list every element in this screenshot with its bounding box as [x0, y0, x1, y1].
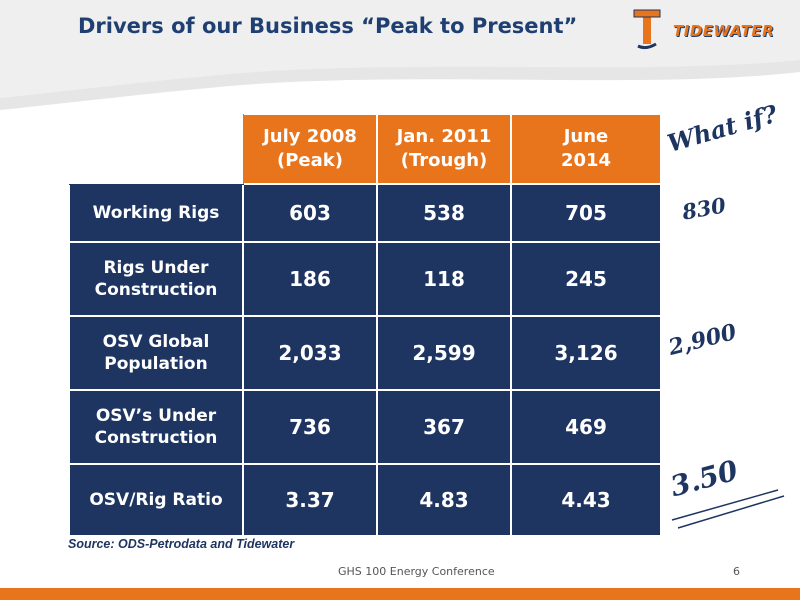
bottom-bar — [0, 588, 800, 600]
row-header: OSV’s Under Construction — [68, 389, 244, 465]
table-cell: 3,126 — [510, 315, 662, 391]
row-header: Rigs Under Construction — [68, 241, 244, 317]
column-header: July 2008 (Peak) — [242, 113, 378, 185]
column-header: Jan. 2011 (Trough) — [376, 113, 512, 185]
row-header: OSV/Rig Ratio — [68, 463, 244, 537]
table-cell: 245 — [510, 241, 662, 317]
row-header: Working Rigs — [68, 183, 244, 243]
table-cell: 603 — [242, 183, 378, 243]
working-rigs-annotation: 830 — [680, 192, 728, 225]
table-row: Working Rigs 603 538 705 — [68, 183, 662, 243]
table-cell: 469 — [510, 389, 662, 465]
page-title: Drivers of our Business “Peak to Present… — [78, 14, 578, 38]
logo-text: TIDEWATER — [673, 22, 775, 40]
source-note: Source: ODS-Petrodata and Tidewater — [68, 537, 295, 551]
tidewater-logo — [633, 9, 661, 50]
data-table: July 2008 (Peak) Jan. 2011 (Trough) June… — [68, 113, 662, 537]
table-corner — [69, 114, 243, 184]
table-cell: 186 — [242, 241, 378, 317]
table-cell: 367 — [376, 389, 512, 465]
table-cell: 2,033 — [242, 315, 378, 391]
table-row: Rigs Under Construction 186 118 245 — [68, 241, 662, 317]
table-cell: 705 — [510, 183, 662, 243]
row-header: OSV Global Population — [68, 315, 244, 391]
ratio-underline — [671, 489, 785, 529]
footer-text: GHS 100 Energy Conference — [338, 565, 495, 578]
table-cell: 538 — [376, 183, 512, 243]
table-cell: 3.37 — [242, 463, 378, 537]
table-cell: 4.83 — [376, 463, 512, 537]
table-cell: 736 — [242, 389, 378, 465]
table-cell: 118 — [376, 241, 512, 317]
table-row: OSV Global Population 2,033 2,599 3,126 — [68, 315, 662, 391]
header-swoosh — [0, 0, 800, 110]
table-cell: 2,599 — [376, 315, 512, 391]
osv-population-annotation: 2,900 — [665, 319, 740, 361]
page-number: 6 — [733, 565, 740, 578]
table-cell: 4.43 — [510, 463, 662, 537]
column-header: June 2014 — [510, 113, 662, 185]
table-row: OSV/Rig Ratio 3.37 4.83 4.43 — [68, 463, 662, 537]
table-row: OSV’s Under Construction 736 367 469 — [68, 389, 662, 465]
